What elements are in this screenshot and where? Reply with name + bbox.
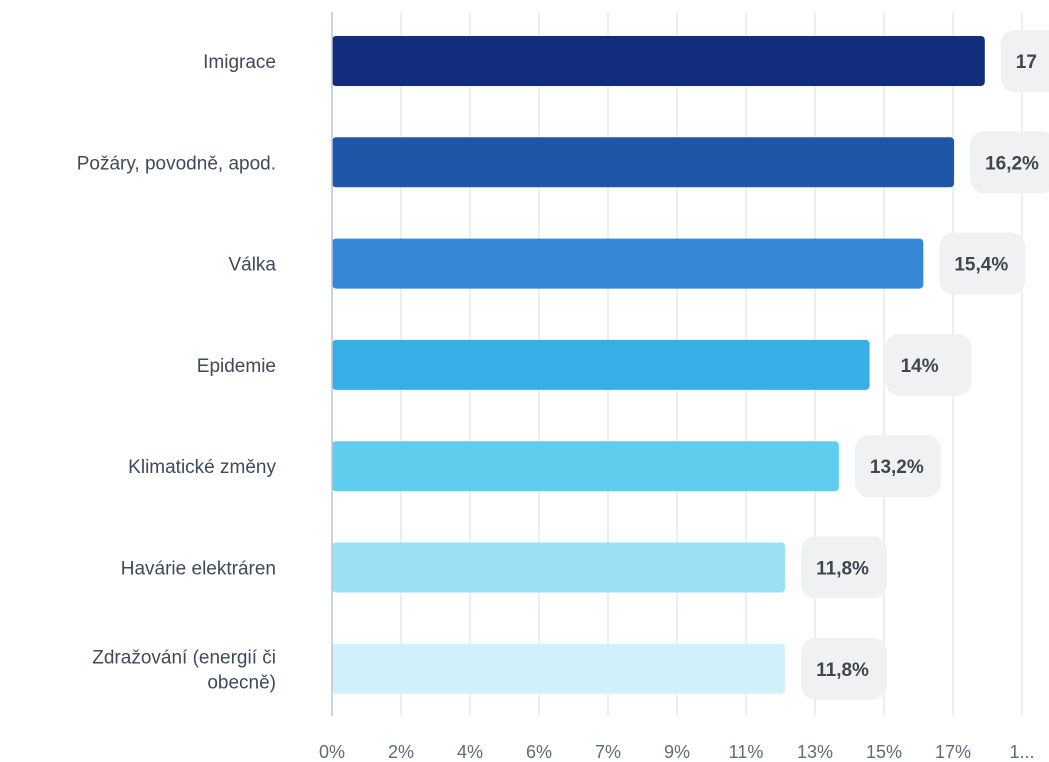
category-labels: Imigrace Požáry, povodně, apod. Válka Epide… [77,52,277,693]
value-label: 11,8% [816,559,869,580]
bar [332,441,839,492]
value-label-box [1000,30,1049,92]
x-tick-labels: 0% 2% 4% 6% 7% 9% 11% 13% 15% 17% 1... [319,742,1035,762]
value-label: 13,2% [870,457,924,478]
value-label: 11,8% [816,660,869,681]
bars [332,36,985,694]
bar [332,238,924,289]
value-label: 15,4% [954,255,1008,276]
value-label-box [939,232,1026,295]
bar [332,542,786,593]
value-label-box [854,435,941,498]
category-label: Klimatické změny [128,457,276,478]
bar [332,339,870,390]
value-label-box [801,536,888,599]
category-label: Válka [228,255,276,276]
category-label: Zdražování (energií či [92,647,276,668]
value-label-box [801,637,888,700]
value-label-box [885,333,972,396]
x-tick-label: 9% [664,742,690,762]
x-tick-label: 11% [729,742,764,762]
value-label: 14% [901,356,939,377]
value-label: 17 [1016,52,1037,73]
x-tick-label: 15% [866,742,902,762]
category-label: Epidemie [197,356,276,377]
value-labels: 17 16,2% 15,4% 14% 13,2% 11,8% 11,8% [801,30,1049,700]
bar [332,137,955,188]
category-label: obecně) [207,672,276,693]
category-label: Požáry, povodně, apod. [77,153,276,174]
value-label-box [970,131,1049,194]
x-tick-label: 2% [388,742,414,762]
x-tick-label: 4% [457,742,483,762]
bar [332,36,985,86]
x-tick-label: 17% [935,742,971,762]
category-label: Havárie elektráren [121,559,276,580]
x-tick-label: 13% [797,742,833,762]
value-label: 16,2% [985,153,1039,174]
bar [332,643,786,694]
x-tick-label: 7% [595,742,621,762]
category-label: Imigrace [203,52,276,73]
x-tick-label: 6% [526,742,552,762]
x-tick-label: 1... [1009,742,1034,762]
x-tick-label: 0% [319,742,345,762]
